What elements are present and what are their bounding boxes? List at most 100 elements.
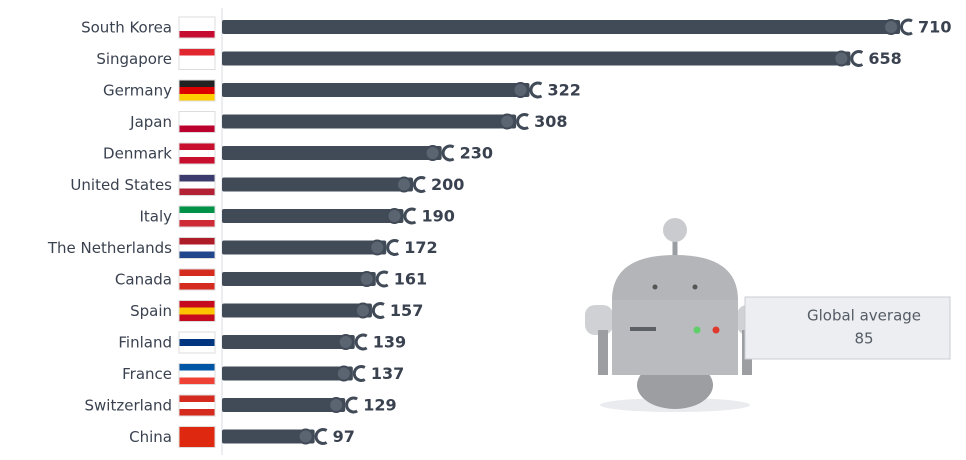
gripper-joint bbox=[337, 334, 354, 350]
gripper-joint bbox=[396, 176, 412, 193]
category-label: The Netherlands bbox=[47, 239, 172, 257]
category-label: Singapore bbox=[96, 50, 172, 68]
flag bbox=[178, 426, 216, 448]
flag-part bbox=[179, 48, 215, 56]
flag-part bbox=[179, 433, 215, 441]
flag bbox=[178, 205, 216, 228]
flag-part bbox=[179, 307, 215, 315]
bar bbox=[222, 146, 442, 160]
gripper-joint bbox=[424, 145, 441, 161]
gripper-claw bbox=[345, 396, 358, 414]
flag-border bbox=[178, 111, 216, 133]
value-label: 129 bbox=[363, 396, 396, 415]
category-label: Japan bbox=[129, 113, 172, 131]
flag-part bbox=[179, 276, 215, 283]
flag bbox=[178, 111, 216, 133]
flag-part bbox=[179, 440, 215, 448]
flag-part bbox=[179, 346, 215, 353]
flag-part bbox=[179, 409, 215, 416]
flag-part bbox=[179, 377, 215, 385]
flag-part bbox=[179, 143, 215, 150]
flag-part bbox=[179, 157, 215, 164]
bar bbox=[222, 366, 353, 381]
value-label: 161 bbox=[394, 270, 427, 289]
flag-part bbox=[179, 17, 215, 24]
bar bbox=[222, 272, 376, 286]
flag bbox=[178, 142, 216, 165]
gripper-claw bbox=[371, 302, 385, 319]
flag-part bbox=[179, 370, 215, 378]
flag-part bbox=[179, 118, 215, 126]
gripper-joint bbox=[358, 271, 375, 287]
bar bbox=[222, 240, 387, 255]
flag-border bbox=[178, 79, 216, 102]
flag-border bbox=[178, 363, 216, 385]
flag-border bbox=[178, 48, 216, 70]
flag bbox=[178, 331, 216, 354]
flag-part bbox=[179, 188, 215, 196]
category-label: South Korea bbox=[81, 19, 172, 37]
annotation-value: 85 bbox=[854, 330, 873, 348]
category-label: Denmark bbox=[103, 145, 172, 163]
flag-border bbox=[178, 142, 216, 165]
flag bbox=[178, 79, 216, 102]
bar bbox=[222, 83, 530, 97]
flag-border bbox=[178, 426, 216, 448]
flag bbox=[178, 237, 216, 259]
gripper-joint bbox=[386, 208, 403, 224]
gripper-joint bbox=[833, 50, 850, 67]
flag-part bbox=[179, 300, 215, 308]
gripper-claw bbox=[516, 113, 529, 130]
flag-part bbox=[179, 31, 215, 38]
gripper-claw bbox=[386, 239, 400, 256]
gripper-claw bbox=[403, 207, 417, 225]
flag bbox=[178, 48, 216, 70]
flag-part bbox=[179, 220, 215, 227]
flag-part bbox=[179, 332, 215, 339]
gripper-joint bbox=[328, 397, 345, 413]
flag bbox=[178, 363, 216, 385]
flag-part bbox=[179, 395, 215, 402]
flag-part bbox=[179, 80, 215, 87]
flag-border bbox=[178, 268, 216, 291]
gripper-claw bbox=[354, 333, 368, 351]
flag-part bbox=[179, 94, 215, 101]
value-label: 172 bbox=[404, 238, 437, 257]
category-label: Canada bbox=[115, 271, 172, 289]
value-label: 200 bbox=[431, 175, 464, 194]
gripper-claw bbox=[441, 144, 455, 162]
bar bbox=[222, 429, 315, 444]
category-label: China bbox=[129, 428, 172, 446]
flag bbox=[178, 174, 216, 196]
flag-part bbox=[179, 24, 215, 31]
flag-part bbox=[179, 426, 215, 434]
category-label: Italy bbox=[139, 208, 172, 226]
flag-part bbox=[179, 251, 215, 259]
value-label: 97 bbox=[333, 427, 355, 446]
category-label: France bbox=[122, 365, 172, 383]
flag-part bbox=[179, 244, 215, 252]
value-label: 137 bbox=[371, 364, 404, 383]
flag-part bbox=[179, 283, 215, 290]
value-label: 322 bbox=[548, 81, 581, 100]
gripper-claw bbox=[412, 176, 426, 193]
category-label: Spain bbox=[130, 302, 172, 320]
bar bbox=[222, 114, 517, 129]
robot bbox=[585, 218, 765, 412]
flag-part bbox=[179, 150, 215, 157]
value-label: 157 bbox=[390, 301, 423, 320]
flag-part bbox=[179, 206, 215, 213]
category-label: United States bbox=[70, 176, 172, 194]
flag bbox=[178, 268, 216, 291]
value-label: 230 bbox=[460, 144, 493, 163]
bar bbox=[222, 20, 901, 34]
annotation-label: Global average bbox=[807, 307, 921, 325]
flag-part bbox=[179, 339, 215, 346]
flag-border bbox=[178, 16, 216, 39]
gripper-joint bbox=[369, 239, 386, 256]
flag-part bbox=[179, 363, 215, 371]
bar bbox=[222, 398, 346, 412]
flag-border bbox=[178, 394, 216, 417]
